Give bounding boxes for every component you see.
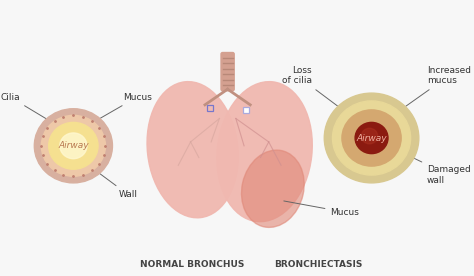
Ellipse shape [147, 82, 238, 218]
Circle shape [49, 122, 98, 169]
Text: Cilia: Cilia [0, 92, 54, 123]
Text: Wall: Wall [93, 169, 137, 199]
Circle shape [41, 115, 105, 176]
Circle shape [34, 109, 112, 183]
Text: Airway: Airway [58, 141, 89, 150]
Circle shape [355, 122, 388, 154]
Text: Airway: Airway [356, 134, 387, 142]
Text: NORMAL BRONCHUS: NORMAL BRONCHUS [140, 260, 245, 269]
Text: BRONCHIECTASIS: BRONCHIECTASIS [274, 260, 362, 269]
Circle shape [332, 101, 410, 175]
Circle shape [342, 110, 401, 166]
Circle shape [324, 93, 419, 183]
Circle shape [361, 128, 378, 144]
Circle shape [60, 133, 87, 159]
Text: Mucus: Mucus [92, 92, 152, 123]
FancyBboxPatch shape [221, 52, 234, 91]
Text: Loss
of cilia: Loss of cilia [282, 66, 346, 112]
FancyBboxPatch shape [243, 107, 249, 113]
Ellipse shape [217, 82, 312, 222]
Text: Damaged
wall: Damaged wall [405, 154, 471, 185]
Text: Mucus: Mucus [284, 201, 359, 217]
Ellipse shape [241, 150, 304, 227]
Text: Increased
mucus: Increased mucus [397, 66, 471, 112]
